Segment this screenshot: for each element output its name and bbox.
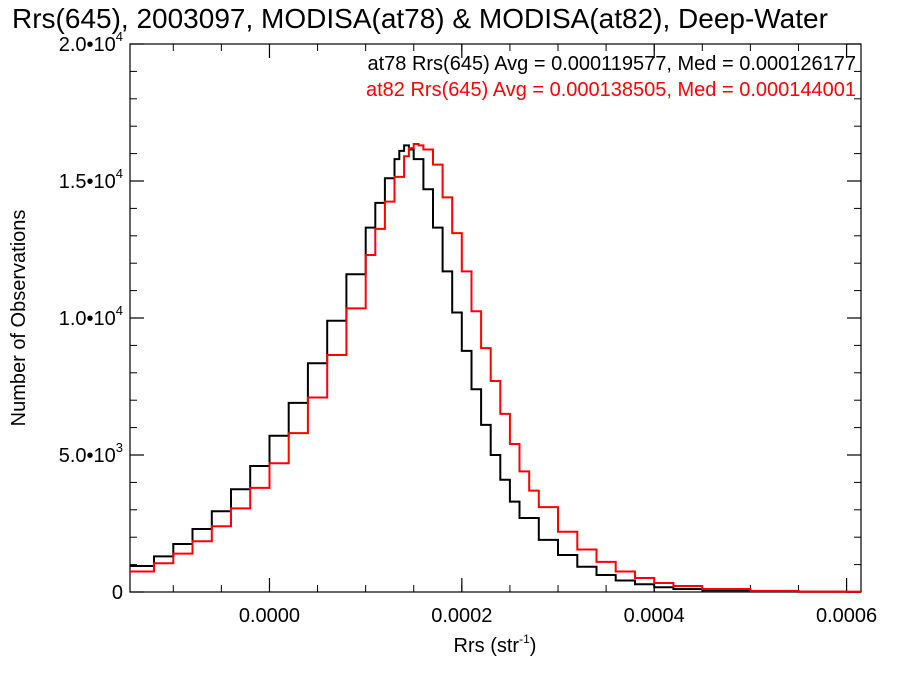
- y-tick-label: 1.0•104: [59, 303, 123, 330]
- y-tick-label: 2.0•104: [59, 29, 123, 56]
- y-tick-labels: 0 5.0•103 1.0•104 1.5•104 2.0•104: [59, 29, 123, 604]
- plot-border: [129, 43, 862, 593]
- chart-title: Rrs(645), 2003097, MODISA(at78) & MODISA…: [12, 3, 828, 34]
- minor-ticks: [130, 43, 861, 593]
- y-tick-label: 0: [112, 582, 123, 604]
- x-tick-label: 0.0004: [624, 605, 685, 627]
- x-tick-label: 0.0000: [239, 605, 300, 627]
- x-tick-label: 0.0006: [816, 605, 877, 627]
- x-tick-label: 0.0002: [431, 605, 492, 627]
- annotation-at82: at82 Rrs(645) Avg = 0.000138505, Med = 0…: [366, 79, 856, 101]
- x-tick-labels: 0.0000 0.0002 0.0004 0.0006: [239, 605, 877, 627]
- y-axis-label: Number of Observations: [8, 210, 30, 427]
- major-ticks: [130, 43, 861, 593]
- y-tick-label: 5.0•103: [59, 440, 123, 467]
- series-line-0: [130, 144, 861, 593]
- plot-area: [129, 43, 862, 593]
- y-tick-label: 1.5•104: [59, 166, 123, 193]
- series-lines: [130, 143, 862, 593]
- series-line-1: [130, 143, 862, 593]
- annotation-at78: at78 Rrs(645) Avg = 0.000119577, Med = 0…: [367, 53, 856, 75]
- x-axis-label: Rrs (str-1): [454, 632, 537, 657]
